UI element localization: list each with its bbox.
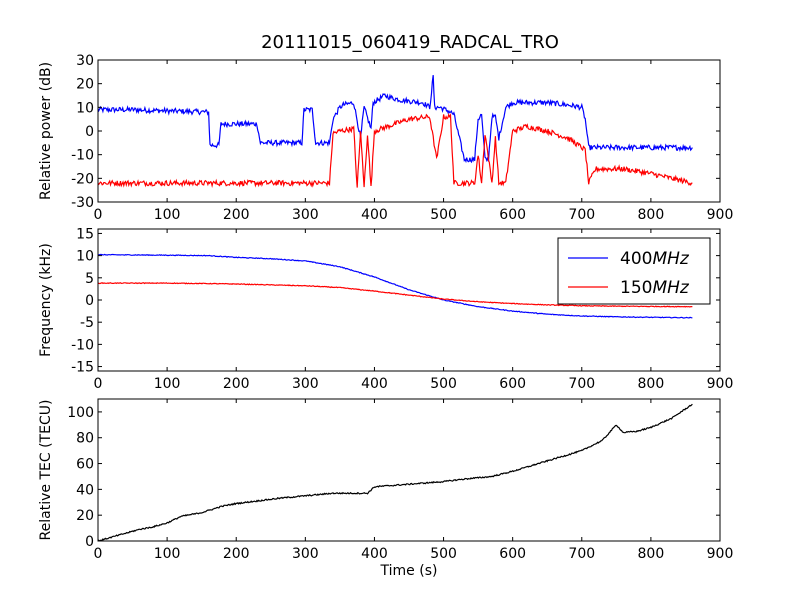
axes-frame xyxy=(97,398,721,542)
y-tick-label: 80 xyxy=(76,431,94,447)
series-line xyxy=(98,282,693,308)
axes-frame xyxy=(97,59,721,203)
legend-box xyxy=(557,237,711,305)
x-tick-label: 200 xyxy=(223,376,250,392)
y-tick-label: 60 xyxy=(76,457,94,473)
series-line xyxy=(98,403,693,541)
series-group xyxy=(98,253,693,319)
x-tick-label: 500 xyxy=(430,207,457,223)
y-tick-label: 0 xyxy=(85,124,94,140)
x-tick-label: 800 xyxy=(638,546,665,562)
series-line xyxy=(98,253,693,319)
x-tick-label: 100 xyxy=(154,376,181,392)
x-tick-label: 0 xyxy=(94,376,103,392)
figure-title: 20111015_060419_RADCAL_TRO xyxy=(261,32,559,53)
y-axis-label: Frequency (kHz) xyxy=(38,243,54,357)
y-tick-label: -15 xyxy=(71,360,94,376)
y-tick-label: -10 xyxy=(71,337,94,353)
series-line xyxy=(98,112,693,188)
x-tick-label: 300 xyxy=(292,207,319,223)
x-tick-label: 800 xyxy=(638,376,665,392)
x-tick-label: 100 xyxy=(154,546,181,562)
x-tick-label: 300 xyxy=(292,376,319,392)
x-tick-label: 600 xyxy=(499,376,526,392)
x-tick-label: 500 xyxy=(430,376,457,392)
x-tick-label: 400 xyxy=(361,546,388,562)
x-tick-label: 400 xyxy=(361,207,388,223)
y-tick-label: 10 xyxy=(76,249,94,265)
y-tick-label: 40 xyxy=(76,482,94,498)
x-tick-label: 300 xyxy=(292,546,319,562)
x-tick-label: 800 xyxy=(638,207,665,223)
panels: 0 100 200 300 400 500 600 700 800 900-30-20-10010… xyxy=(38,53,733,579)
series-line xyxy=(98,75,693,164)
y-tick-label: 5 xyxy=(85,271,94,287)
legend: 400MHz 150MHz xyxy=(557,237,711,305)
x-tick-label: 700 xyxy=(568,546,595,562)
y-axis-label: Relative TEC (TECU) xyxy=(38,400,54,541)
y-tick-label: 20 xyxy=(76,508,94,524)
series-group xyxy=(98,75,693,188)
x-axis-label: Time (s) xyxy=(380,563,438,579)
y-tick-label: 0 xyxy=(85,534,94,550)
x-tick-label: 700 xyxy=(568,207,595,223)
x-tick-label: 100 xyxy=(154,207,181,223)
y-tick-label: -20 xyxy=(71,171,94,187)
x-tick-label: 700 xyxy=(568,376,595,392)
y-tick-label: 30 xyxy=(76,53,94,69)
x-tick-label: 900 xyxy=(707,207,734,223)
x-tick-label: 900 xyxy=(707,546,734,562)
y-tick-label: -10 xyxy=(71,148,94,164)
y-tick-label: 0 xyxy=(85,293,94,309)
y-tick-label: 15 xyxy=(76,226,94,242)
series-group xyxy=(98,403,693,541)
x-tick-label: 0 xyxy=(94,207,103,223)
legend-label: 150MHz xyxy=(620,278,690,298)
chart-panel: 0 100 200 300 400 500 600 700 800 900 -30 -20 -10 0 10… xyxy=(38,53,733,223)
y-tick-label: 20 xyxy=(76,77,94,93)
x-tick-label: 600 xyxy=(499,207,526,223)
x-tick-label: 600 xyxy=(499,546,526,562)
x-tick-label: 500 xyxy=(430,546,457,562)
y-axis-label: Relative power (dB) xyxy=(38,62,54,200)
chart-panel: 0 100 200 300 400 500 600 700 800 900 -15 -10 -5 0 5 10… xyxy=(38,226,733,392)
legend-label: 400MHz xyxy=(620,249,690,269)
x-tick-label: 200 xyxy=(223,207,250,223)
x-tick-label: 400 xyxy=(361,376,388,392)
x-tick-label: 200 xyxy=(223,546,250,562)
y-tick-label: 10 xyxy=(76,100,94,116)
x-tick-label: 900 xyxy=(707,376,734,392)
x-tick-label: 0 xyxy=(94,546,103,562)
y-tick-label: -5 xyxy=(80,315,94,331)
y-tick-label: 100 xyxy=(67,405,94,421)
chart-panel: 0 100 200 300 400 500 600 700 800 900 0 20 40 60 80 100… xyxy=(38,398,734,579)
y-tick-label: -30 xyxy=(71,195,94,211)
